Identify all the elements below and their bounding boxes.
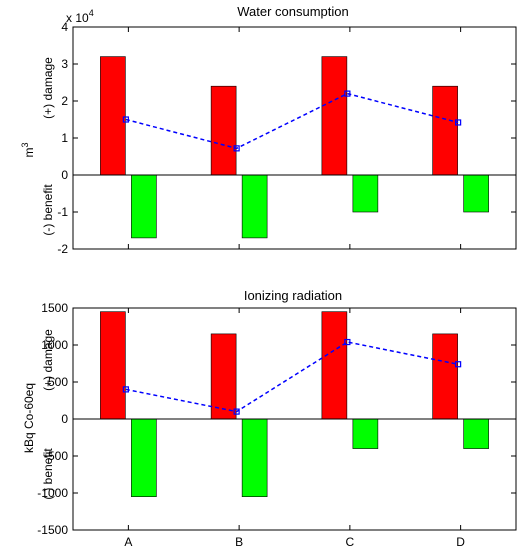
bar-benefit-D bbox=[463, 418, 489, 449]
line-marker-A bbox=[122, 116, 129, 123]
ylabel-negative: (-) benefit bbox=[41, 448, 55, 500]
line-marker-A bbox=[122, 386, 129, 393]
ylabel-main-superscript: 3 bbox=[20, 142, 30, 147]
bar-benefit-C bbox=[352, 418, 379, 449]
bar-damage-D bbox=[432, 333, 458, 420]
bar-damage-A bbox=[100, 56, 126, 176]
plot-area: -2 -1 0 1 2 3 4 bbox=[57, 20, 517, 256]
bar-benefit-C bbox=[352, 174, 379, 213]
series-line bbox=[125, 341, 459, 413]
bar-benefit-A bbox=[131, 418, 157, 497]
ytick-label: 3 bbox=[61, 57, 68, 71]
bar-benefit-B bbox=[241, 174, 268, 239]
series-line bbox=[125, 92, 459, 150]
ytick-label: 2 bbox=[61, 94, 68, 108]
panel-water-consumption: Water consumption x 104 (+) damage (-) b… bbox=[20, 4, 517, 256]
ytick-label: -2 bbox=[57, 242, 68, 256]
bar-damage-B bbox=[210, 333, 237, 420]
bar-damage-C bbox=[321, 56, 348, 176]
ytick-label: 0 bbox=[61, 168, 68, 182]
ylabel-positive: (+) damage bbox=[41, 329, 55, 391]
ylabel-main: kBq Co-60eq bbox=[22, 383, 36, 453]
bar-damage-B bbox=[210, 85, 237, 176]
xtick-label-C: C bbox=[346, 535, 355, 549]
ytick-label: 1500 bbox=[41, 301, 68, 315]
ylabel-negative: (-) benefit bbox=[41, 184, 55, 236]
ytick-label: 1 bbox=[61, 131, 68, 145]
bar-benefit-D bbox=[463, 174, 489, 213]
plot-area: -1500 -1000 -500 0 500 1000 1500 A B C D bbox=[37, 301, 517, 549]
line-marker-D bbox=[455, 119, 462, 126]
ytick-label: 4 bbox=[61, 20, 68, 34]
panel-ionizing-radiation: Ionizing radiation (+) damage (-) benefi… bbox=[22, 288, 517, 549]
bar-benefit-A bbox=[131, 174, 157, 239]
xtick-label-B: B bbox=[235, 535, 243, 549]
ytick-label: 500 bbox=[48, 375, 68, 389]
chart-title: Water consumption bbox=[237, 4, 349, 19]
ytick-label: 0 bbox=[61, 412, 68, 426]
ytick-label: -500 bbox=[44, 449, 68, 463]
ylabel-main: m3 bbox=[20, 142, 36, 157]
ylabel-main-text: m bbox=[22, 148, 36, 158]
line-marker-D bbox=[455, 361, 462, 368]
scale-exponent: 4 bbox=[89, 8, 94, 18]
xtick-label-D: D bbox=[456, 535, 465, 549]
line-marker-C bbox=[344, 338, 351, 346]
chart-title: Ionizing radiation bbox=[244, 288, 342, 303]
ytick-label: 1000 bbox=[41, 338, 68, 352]
bar-damage-A bbox=[100, 311, 126, 420]
bar-damage-D bbox=[432, 85, 458, 176]
scale-label: x 10 bbox=[66, 11, 89, 25]
line-marker-B bbox=[233, 145, 240, 152]
ylabel-positive: (+) damage bbox=[41, 57, 55, 119]
axis-scale-factor: x 104 bbox=[66, 8, 94, 25]
ytick-label: -1 bbox=[57, 205, 68, 219]
xtick-label-A: A bbox=[124, 535, 132, 549]
bar-benefit-B bbox=[241, 418, 268, 497]
line-marker-C bbox=[344, 90, 351, 97]
ytick-label: -1000 bbox=[37, 486, 68, 500]
ytick-label: -1500 bbox=[37, 523, 68, 537]
bar-damage-C bbox=[321, 311, 348, 420]
line-marker-B bbox=[233, 408, 240, 415]
